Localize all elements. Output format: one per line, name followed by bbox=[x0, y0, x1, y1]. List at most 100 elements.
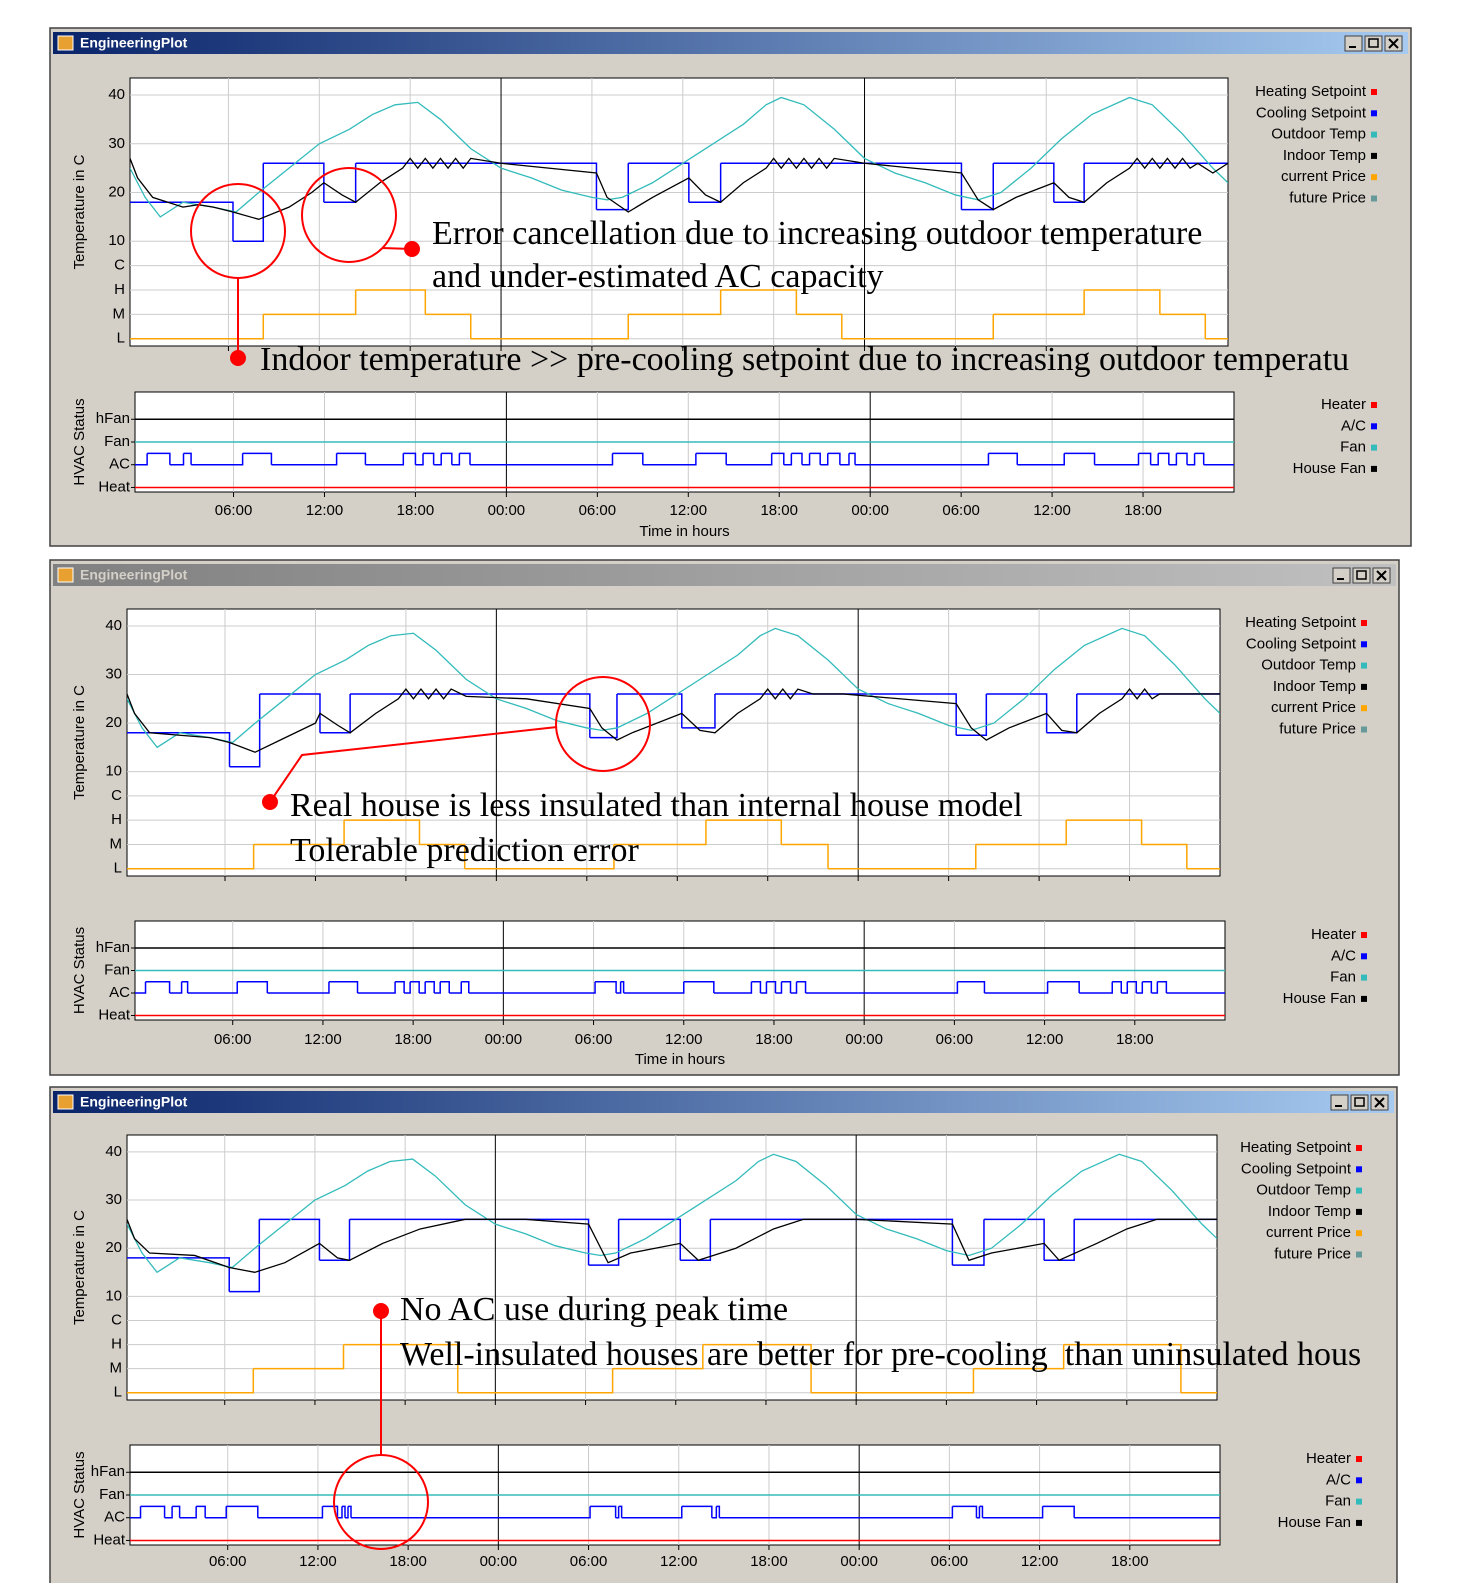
step-segment bbox=[1194, 452, 1205, 465]
step-segment bbox=[395, 981, 405, 993]
maximize-button[interactable] bbox=[1350, 1094, 1369, 1111]
x-tick-label: 12:00 bbox=[1021, 1553, 1059, 1570]
step-segment bbox=[590, 1505, 617, 1518]
minimize-box bbox=[1332, 567, 1351, 584]
step-segment bbox=[1142, 981, 1153, 993]
step-segment bbox=[169, 453, 185, 466]
step-segment bbox=[164, 1506, 173, 1519]
step-segment bbox=[434, 981, 441, 994]
minimize-button[interactable] bbox=[1332, 567, 1351, 584]
app-icon bbox=[57, 1094, 74, 1110]
x-tick-label: 12:00 bbox=[306, 502, 344, 519]
step-segment bbox=[1151, 981, 1159, 994]
step-segment bbox=[1121, 981, 1129, 994]
y-tick-label: Fan bbox=[104, 433, 130, 450]
legend-label: House Fan bbox=[1283, 990, 1356, 1007]
step-segment bbox=[1063, 1343, 1182, 1393]
step-segment bbox=[839, 453, 850, 466]
y-tick-label: 40 bbox=[105, 1143, 122, 1160]
step-segment bbox=[801, 453, 811, 466]
legend-swatch bbox=[1371, 423, 1377, 430]
close-glyph bbox=[1388, 38, 1399, 49]
step-segment bbox=[783, 453, 793, 466]
step-segment bbox=[775, 981, 783, 994]
step-segment bbox=[425, 981, 435, 993]
y-tick-label: 20 bbox=[105, 714, 122, 731]
window-title: EngineeringPlot bbox=[80, 35, 188, 51]
x-tick-label: 12:00 bbox=[665, 1031, 703, 1048]
y-tick-label: AC bbox=[109, 984, 130, 1001]
step-segment bbox=[457, 1368, 614, 1394]
step-segment bbox=[328, 981, 359, 993]
close-button[interactable] bbox=[1384, 35, 1403, 52]
step-segment bbox=[695, 452, 727, 465]
step-segment bbox=[415, 453, 424, 466]
title-bar bbox=[53, 32, 1408, 54]
step-segment bbox=[827, 452, 841, 465]
y-tick-label: M bbox=[110, 835, 123, 852]
x-axis-label: Time in hours bbox=[639, 523, 729, 540]
step-segment bbox=[441, 452, 453, 465]
step-segment bbox=[751, 981, 762, 993]
minimize-button[interactable] bbox=[1330, 1094, 1349, 1111]
step-segment bbox=[344, 819, 421, 845]
legend-label: House Fan bbox=[1293, 460, 1366, 477]
x-tick-label: 12:00 bbox=[1033, 502, 1071, 519]
y-axis-label: HVAC Status bbox=[71, 1451, 88, 1538]
step-segment bbox=[979, 1505, 984, 1518]
legend-swatch bbox=[1361, 641, 1367, 648]
legend-label: Cooling Setpoint bbox=[1256, 104, 1367, 121]
close-button[interactable] bbox=[1372, 567, 1391, 584]
y-tick-label: M bbox=[110, 1360, 123, 1377]
maximize-button[interactable] bbox=[1352, 567, 1371, 584]
x-tick-label: 12:00 bbox=[304, 1031, 342, 1048]
step-segment bbox=[1064, 452, 1096, 465]
legend-swatch bbox=[1361, 726, 1367, 733]
step-segment bbox=[187, 981, 238, 994]
title-bar bbox=[53, 1091, 1394, 1113]
legend-swatch bbox=[1371, 402, 1377, 408]
step-segment bbox=[1047, 981, 1080, 993]
y-tick-label: 20 bbox=[105, 1239, 122, 1256]
maximize-button[interactable] bbox=[1364, 35, 1383, 52]
step-segment bbox=[714, 693, 957, 736]
y-axis-label: Temperature in C bbox=[71, 685, 88, 800]
y-tick-label: H bbox=[114, 281, 125, 298]
step-segment bbox=[596, 163, 630, 211]
y-tick-label: C bbox=[114, 257, 125, 274]
step-segment bbox=[719, 1506, 954, 1519]
legend-label: Heater bbox=[1321, 396, 1366, 413]
legend-swatch bbox=[1356, 1498, 1362, 1505]
window-title: EngineeringPlot bbox=[80, 1094, 188, 1110]
y-tick-label: M bbox=[113, 305, 126, 322]
step-segment bbox=[766, 981, 777, 993]
step-segment bbox=[140, 1505, 166, 1518]
legend-label: future Price bbox=[1274, 1245, 1351, 1262]
x-tick-label: 06:00 bbox=[942, 502, 980, 519]
legend-swatch bbox=[1371, 444, 1377, 451]
step-segment bbox=[1042, 1505, 1075, 1518]
x-tick-label: 18:00 bbox=[389, 1553, 427, 1570]
step-segment bbox=[1141, 843, 1188, 869]
minimize-button[interactable] bbox=[1344, 35, 1363, 52]
step-segment bbox=[1168, 453, 1178, 466]
y-tick-label: Heat bbox=[98, 478, 131, 495]
step-segment bbox=[183, 452, 192, 465]
series-line bbox=[130, 96, 1228, 218]
step-segment bbox=[348, 1505, 352, 1518]
step-segment bbox=[615, 1506, 620, 1519]
step-segment bbox=[135, 453, 148, 466]
step-segment bbox=[172, 1505, 181, 1518]
step-segment bbox=[796, 981, 807, 993]
step-segment bbox=[440, 981, 450, 993]
step-segment bbox=[322, 1505, 339, 1518]
step-segment bbox=[681, 693, 716, 729]
close-button[interactable] bbox=[1370, 1094, 1389, 1111]
annotation-text: Error cancellation due to increasing out… bbox=[432, 215, 1202, 252]
step-segment bbox=[781, 843, 829, 869]
step-segment bbox=[993, 162, 1055, 203]
legend-swatch bbox=[1361, 620, 1367, 626]
y-tick-label: C bbox=[111, 1311, 122, 1328]
legend-swatch bbox=[1356, 1208, 1362, 1215]
step-segment bbox=[820, 453, 829, 466]
